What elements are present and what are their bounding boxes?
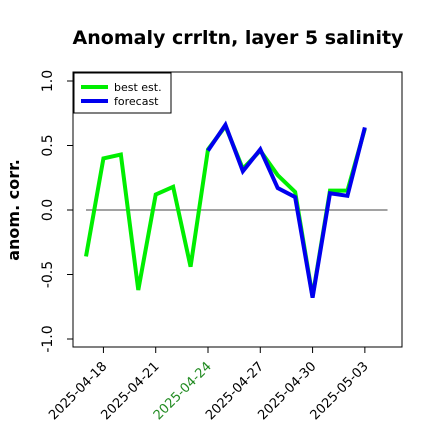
y-tick-label: -1.0 bbox=[40, 325, 56, 352]
y-axis-label: anom. corr. bbox=[4, 159, 23, 261]
y-axis: -1.0 -0.5 0.0 0.5 1.0 bbox=[40, 70, 73, 353]
y-tick-label: 0.5 bbox=[40, 134, 56, 156]
series-layer bbox=[84, 120, 367, 299]
y-tick-label: -0.5 bbox=[40, 261, 56, 288]
series-line-forecast bbox=[206, 120, 367, 299]
chart-title: Anomaly crrltn, layer 5 salinity bbox=[73, 27, 404, 49]
legend-label: forecast bbox=[114, 95, 159, 108]
y-tick-label: 1.0 bbox=[40, 70, 56, 92]
x-axis: 2025-04-182025-04-212025-04-242025-04-27… bbox=[46, 347, 372, 423]
legend-box bbox=[73, 72, 172, 114]
y-tick-label: 0.0 bbox=[40, 199, 56, 221]
legend-label: best est. bbox=[114, 81, 162, 94]
series-line-best-est bbox=[84, 122, 367, 297]
legend: best est.forecast bbox=[73, 72, 172, 114]
